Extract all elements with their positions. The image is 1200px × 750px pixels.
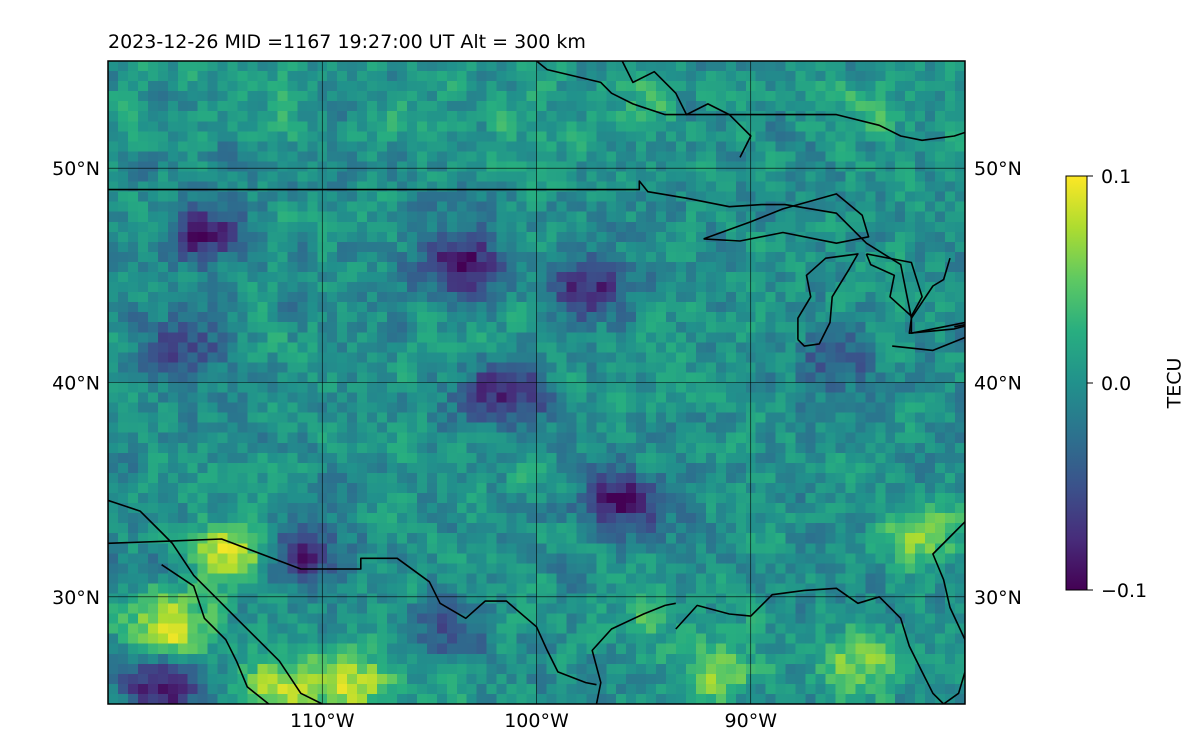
lake-shoreline — [910, 257, 965, 335]
gridlines — [108, 61, 965, 704]
colorbar: 0.1 0.0 −0.1 TECU — [1065, 166, 1186, 602]
coastline — [675, 521, 965, 704]
tick-labels: 50°N 50°N 40°N 40°N 30°N 30°N 110°W 100°W 90°W — [52, 158, 1022, 732]
lat-tick-label-left: 40°N — [52, 373, 100, 395]
geographic-lines — [108, 61, 1029, 704]
map-panel: 50°N 50°N 40°N 40°N 30°N 30°N 110°W 100°W 90°W — [52, 60, 1029, 732]
lat-tick-label-left: 50°N — [52, 158, 100, 180]
colorbar-gradient — [1065, 175, 1088, 591]
lat-tick-label-left: 30°N — [52, 587, 100, 609]
country-border — [108, 180, 762, 208]
lat-tick-label-right: 40°N — [974, 373, 1022, 395]
lon-tick-label: 100°W — [504, 710, 569, 732]
chart-title: 2023-12-26 MID =1167 19:27:00 UT Alt = 3… — [108, 31, 586, 53]
lon-tick-label: 110°W — [290, 710, 355, 732]
coastline — [535, 61, 965, 142]
lake-shoreline — [797, 253, 859, 347]
lat-tick-label-right: 30°N — [974, 587, 1022, 609]
colorbar-tick-label: 0.0 — [1101, 373, 1131, 395]
coastline — [161, 564, 270, 704]
colorbar-ticks: 0.1 0.0 −0.1 — [1087, 166, 1147, 602]
lon-tick-label: 90°W — [725, 710, 778, 732]
lake-shoreline — [892, 323, 965, 352]
colorbar-tick-label: 0.1 — [1101, 166, 1131, 188]
map-frame — [107, 60, 966, 705]
coastline — [108, 499, 323, 704]
lake-shoreline — [703, 193, 870, 244]
lake-shoreline — [969, 297, 1029, 312]
colorbar-tick-label: −0.1 — [1101, 580, 1147, 602]
country-border — [108, 538, 597, 686]
lake-shoreline — [865, 253, 923, 317]
country-border — [761, 203, 965, 335]
coastline — [591, 602, 676, 704]
coastline — [621, 61, 752, 158]
colorbar-label: TECU — [1164, 358, 1186, 410]
lat-tick-label-right: 50°N — [974, 158, 1022, 180]
